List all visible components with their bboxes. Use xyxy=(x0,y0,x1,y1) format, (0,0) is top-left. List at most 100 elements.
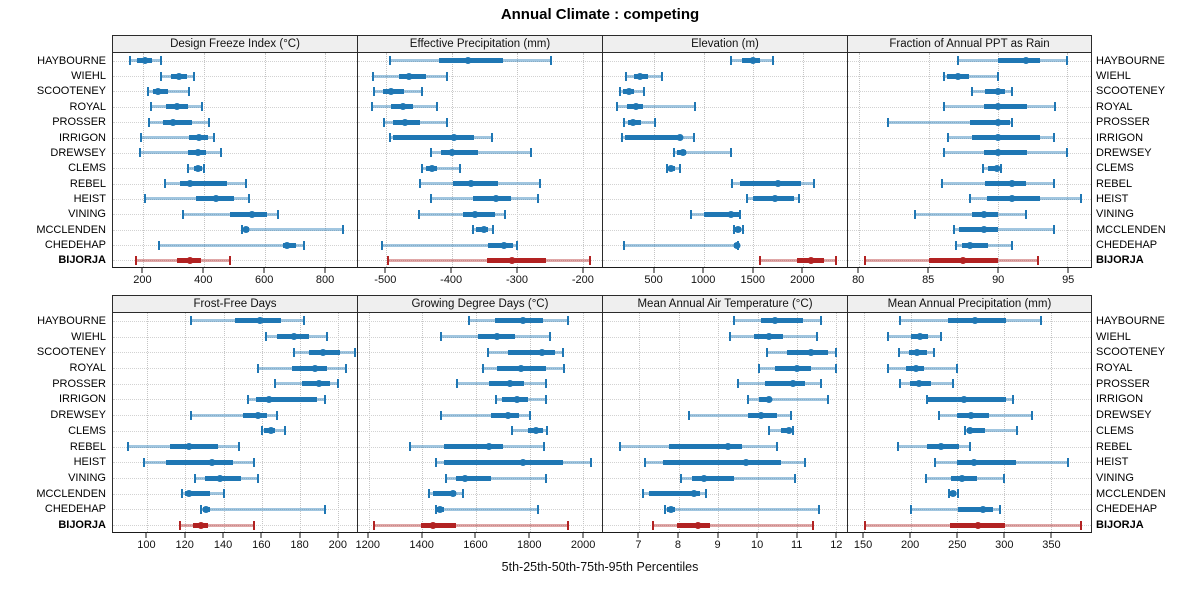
whisker-cap-95 xyxy=(435,102,438,112)
whisker-cap-95 xyxy=(661,71,664,81)
whisker-cap-95 xyxy=(492,225,495,235)
whisker-cap-95 xyxy=(1066,148,1069,158)
site-label-right-chedehap: CHEDEHAP xyxy=(1096,503,1158,516)
site-label-left-wiehl: WIEHL xyxy=(71,70,106,82)
median-dot xyxy=(519,458,527,466)
row-guide xyxy=(113,352,357,354)
median-dot xyxy=(248,210,256,218)
row-guide xyxy=(848,383,1091,385)
median-dot xyxy=(954,72,962,80)
site-label-right-heist: HEIST xyxy=(1096,192,1129,205)
row-guide xyxy=(358,122,602,124)
whisker-cap-5 xyxy=(887,363,890,373)
whisker-cap-5 xyxy=(672,148,675,158)
row-guide xyxy=(358,106,602,108)
axis-tick xyxy=(1067,268,1069,273)
median-dot xyxy=(194,149,202,157)
whisker-cap-5 xyxy=(409,442,412,452)
median-dot xyxy=(508,256,516,264)
whisker-cap-95 xyxy=(529,148,532,158)
gridline-vertical xyxy=(451,53,453,267)
median-dot xyxy=(319,348,327,356)
whisker-cap-5 xyxy=(731,179,734,188)
whisker-cap-95 xyxy=(544,379,547,389)
whisker-cap-95 xyxy=(253,457,256,467)
row-guide xyxy=(358,152,602,154)
whisker-cap-95 xyxy=(159,56,162,66)
median-dot xyxy=(765,395,773,403)
panel-plot xyxy=(847,313,1092,533)
axis-tick xyxy=(324,268,326,273)
whisker-cap-5 xyxy=(148,117,151,127)
whisker-cap-5 xyxy=(149,102,152,112)
panel-title: Elevation (m) xyxy=(691,38,759,50)
axis-tick-label: 2000 xyxy=(790,274,815,286)
median-dot xyxy=(993,164,1001,172)
whisker-cap-95 xyxy=(208,117,211,127)
median-dot xyxy=(202,505,210,513)
median-dot xyxy=(513,395,521,403)
row-guide xyxy=(113,368,357,369)
median-dot xyxy=(793,364,801,372)
whisker-cap-5 xyxy=(199,504,202,514)
median-dot xyxy=(742,458,750,466)
row-guide xyxy=(848,214,1091,216)
median-dot xyxy=(749,57,757,65)
whisker-cap-5 xyxy=(732,316,735,326)
whisker-cap-5 xyxy=(389,133,392,142)
whisker-cap-5 xyxy=(139,133,142,142)
whisker-cap-5 xyxy=(481,363,484,373)
iqr-box-25-75 xyxy=(625,135,682,140)
whisker-line-5-95 xyxy=(888,120,1012,124)
panel-plot xyxy=(602,313,847,533)
whisker-cap-5 xyxy=(768,426,771,436)
whisker-cap-95 xyxy=(1040,316,1043,326)
median-dot xyxy=(994,118,1002,126)
whisker-cap-95 xyxy=(1053,102,1056,112)
whisker-cap-5 xyxy=(969,194,972,204)
median-dot xyxy=(980,210,988,218)
axis-tick-label: 200 xyxy=(133,274,152,286)
row-guide xyxy=(113,383,357,385)
axis-tick xyxy=(450,268,452,273)
whisker-cap-95 xyxy=(951,379,954,389)
whisker-cap-5 xyxy=(193,473,196,483)
row-guide xyxy=(358,430,602,432)
panel-plot xyxy=(602,53,847,268)
whisker-line-5-95 xyxy=(441,413,530,417)
gridline-vertical xyxy=(223,313,225,532)
whisker-cap-5 xyxy=(380,240,383,250)
whisker-cap-95 xyxy=(956,363,959,373)
whisker-cap-5 xyxy=(372,71,375,81)
gridline-vertical xyxy=(957,313,959,532)
median-dot xyxy=(994,149,1002,157)
whisker-cap-95 xyxy=(544,473,547,483)
axis-tick xyxy=(637,533,639,538)
row-guide xyxy=(603,368,847,369)
site-label-right-heist: HEIST xyxy=(1096,456,1129,469)
iqr-box-25-75 xyxy=(486,257,547,263)
whisker-line-5-95 xyxy=(148,89,189,93)
site-label-left-rebel: REBEL xyxy=(69,440,106,453)
panel-strip: Growing Degree Days (°C) xyxy=(357,295,602,313)
median-dot xyxy=(428,164,436,172)
panel-title: Mean Annual Precipitation (mm) xyxy=(887,298,1052,310)
whisker-cap-5 xyxy=(158,240,161,250)
row-guide xyxy=(848,493,1091,495)
site-label-left-irrigon: IRRIGON xyxy=(58,393,106,406)
whisker-cap-95 xyxy=(515,240,518,250)
row-guide xyxy=(848,60,1091,62)
gridline-vertical xyxy=(337,313,339,532)
axis-tick-label: 9 xyxy=(714,539,721,551)
whisker-cap-5 xyxy=(766,347,769,357)
whisker-cap-5 xyxy=(623,117,626,127)
median-dot xyxy=(450,134,458,141)
whisker-line-5-95 xyxy=(140,136,214,139)
whisker-line-5-95 xyxy=(680,476,795,480)
row-guide xyxy=(603,60,847,62)
median-dot xyxy=(1022,57,1030,65)
iqr-box-25-75 xyxy=(761,318,803,324)
whisker-cap-95 xyxy=(705,489,708,499)
whisker-cap-5 xyxy=(896,442,899,452)
whisker-cap-95 xyxy=(1010,117,1013,127)
